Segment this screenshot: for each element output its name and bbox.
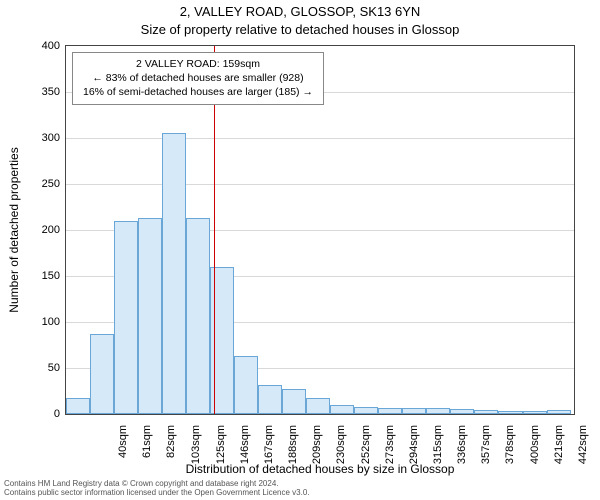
annotation-line-2: ← 83% of detached houses are smaller (92… — [83, 71, 313, 85]
x-tick-label: 61sqm — [141, 425, 153, 475]
annotation-line-1: 2 VALLEY ROAD: 159sqm — [83, 57, 313, 71]
chart-container: 2, VALLEY ROAD, GLOSSOP, SK13 6YN Size o… — [0, 0, 600, 500]
x-tick-label: 230sqm — [335, 425, 347, 475]
plot-area: 2 VALLEY ROAD: 159sqm ← 83% of detached … — [65, 45, 575, 415]
y-tick-label: 350 — [20, 86, 60, 98]
histogram-bar — [474, 410, 498, 414]
histogram-bar — [330, 405, 354, 414]
histogram-bar — [450, 409, 474, 414]
histogram-bar — [378, 408, 402, 414]
x-tick-label: 400sqm — [529, 425, 541, 475]
gridline — [66, 184, 574, 185]
y-tick-label: 0 — [20, 408, 60, 420]
x-tick-label: 252sqm — [360, 425, 372, 475]
footer-line-1: Contains HM Land Registry data © Crown c… — [4, 479, 596, 489]
histogram-bar — [258, 385, 282, 414]
x-tick-label: 357sqm — [480, 425, 492, 475]
chart-subtitle: Size of property relative to detached ho… — [0, 22, 600, 37]
histogram-bar — [282, 389, 306, 414]
y-tick-label: 250 — [20, 178, 60, 190]
x-tick-label: 294sqm — [408, 425, 420, 475]
y-tick-label: 150 — [20, 270, 60, 282]
x-tick-label: 442sqm — [577, 425, 589, 475]
x-tick-label: 82sqm — [165, 425, 177, 475]
chart-title-address: 2, VALLEY ROAD, GLOSSOP, SK13 6YN — [0, 4, 600, 19]
x-tick-label: 167sqm — [263, 425, 275, 475]
y-tick-label: 400 — [20, 40, 60, 52]
annotation-box: 2 VALLEY ROAD: 159sqm ← 83% of detached … — [72, 52, 324, 105]
x-tick-label: 188sqm — [287, 425, 299, 475]
histogram-bar — [162, 133, 186, 414]
x-tick-label: 125sqm — [215, 425, 227, 475]
x-tick-label: 146sqm — [239, 425, 251, 475]
histogram-bar — [402, 408, 426, 414]
histogram-bar — [498, 411, 522, 414]
histogram-bar — [90, 334, 114, 414]
histogram-bar — [354, 407, 378, 414]
y-tick-label: 200 — [20, 224, 60, 236]
histogram-bar — [426, 408, 450, 414]
histogram-bar — [186, 218, 210, 414]
x-tick-label: 273sqm — [384, 425, 396, 475]
x-tick-label: 421sqm — [553, 425, 565, 475]
histogram-bar — [138, 218, 162, 414]
annotation-line-3: 16% of semi-detached houses are larger (… — [83, 85, 313, 99]
x-tick-label: 103sqm — [190, 425, 202, 475]
x-tick-label: 315sqm — [432, 425, 444, 475]
histogram-bar — [114, 221, 138, 414]
histogram-bar — [306, 398, 330, 414]
x-tick-label: 336sqm — [456, 425, 468, 475]
x-tick-label: 378sqm — [504, 425, 516, 475]
histogram-bar — [234, 356, 258, 414]
y-tick-label: 50 — [20, 362, 60, 374]
histogram-bar — [66, 398, 90, 414]
y-tick-label: 300 — [20, 132, 60, 144]
x-tick-label: 209sqm — [311, 425, 323, 475]
y-axis-label: Number of detached properties — [7, 147, 21, 312]
footer: Contains HM Land Registry data © Crown c… — [4, 479, 596, 498]
footer-line-2: Contains public sector information licen… — [4, 488, 596, 498]
gridline — [66, 138, 574, 139]
y-tick-label: 100 — [20, 316, 60, 328]
histogram-bar — [523, 411, 547, 414]
histogram-bar — [547, 410, 571, 414]
x-tick-label: 40sqm — [117, 425, 129, 475]
